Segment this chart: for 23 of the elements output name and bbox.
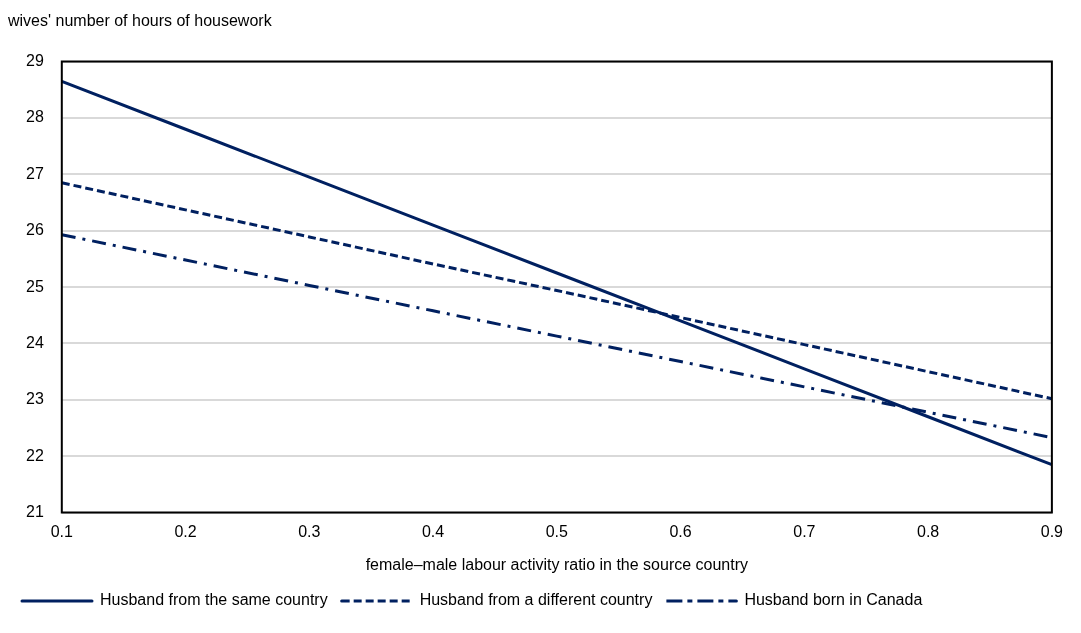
x-tick-label: 0.9 [1040, 522, 1064, 540]
y-tick-label: 24 [26, 333, 44, 351]
y-tick-label: 27 [26, 164, 44, 182]
y-tick-label: 28 [26, 108, 44, 126]
x-tick-label: 0.1 [50, 522, 74, 540]
x-tick-label: 0.6 [669, 522, 692, 540]
y-tick-label: 22 [26, 446, 44, 464]
x-tick-label: 0.4 [421, 522, 445, 540]
y-tick-label: 23 [26, 390, 44, 408]
y-tick-label: 21 [26, 503, 44, 521]
legend-label: Husband from the same country [100, 591, 328, 609]
y-tick-label: 26 [26, 221, 44, 239]
legend-label: Husband from a different country [419, 591, 653, 609]
y-tick-label: 25 [26, 277, 44, 295]
y-tick-label: 29 [26, 52, 44, 70]
x-tick-label: 0.5 [545, 522, 569, 540]
x-tick-label: 0.3 [298, 522, 321, 540]
x-tick-label: 0.2 [174, 522, 197, 540]
x-tick-label: 0.8 [916, 522, 940, 540]
legend-label: Husband born in Canada [744, 591, 923, 609]
x-axis-title: female–male labour activity ratio in the source country [365, 555, 749, 573]
y-axis-title: wives' number of hours of housework [8, 12, 273, 30]
x-tick-label: 0.7 [793, 522, 816, 540]
